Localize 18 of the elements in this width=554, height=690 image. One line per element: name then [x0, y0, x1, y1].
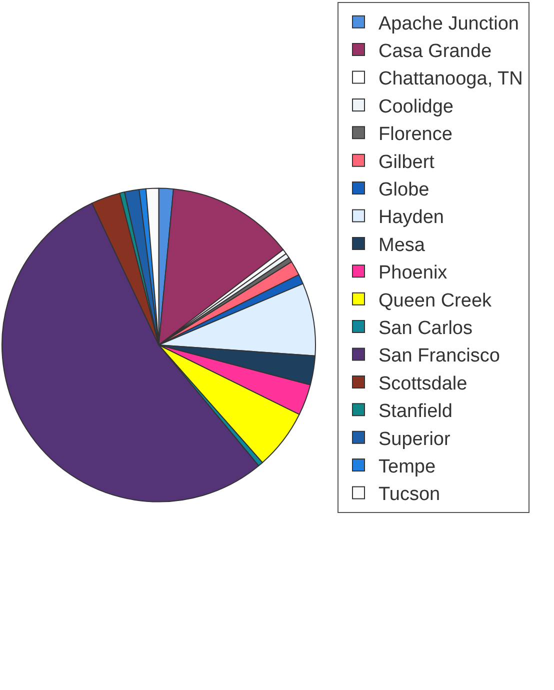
legend-label: Phoenix: [378, 262, 448, 284]
legend-label: Tucson: [378, 484, 440, 506]
legend-label: Globe: [378, 179, 430, 200]
legend-label: Scottsdale: [378, 373, 468, 394]
legend-label: Queen Creek: [378, 290, 492, 312]
legend-label: Mesa: [378, 234, 426, 256]
legend-label: Tempe: [378, 456, 436, 478]
legend-label: Superior: [378, 428, 451, 450]
legend-label: Gilbert: [378, 152, 436, 173]
legend-label: Apache Junction: [378, 13, 519, 34]
legend-label: Florence: [378, 124, 452, 146]
legend-label: Hayden: [378, 207, 444, 228]
legend-label: Casa Grande: [378, 40, 492, 62]
legend-label: Stanfield: [378, 401, 452, 422]
legend-label: San Carlos: [378, 318, 472, 339]
legend-label: Chattanooga, TN: [378, 68, 523, 90]
legend-label: San Francisco: [378, 346, 500, 367]
legend-label: Coolidge: [378, 96, 454, 118]
